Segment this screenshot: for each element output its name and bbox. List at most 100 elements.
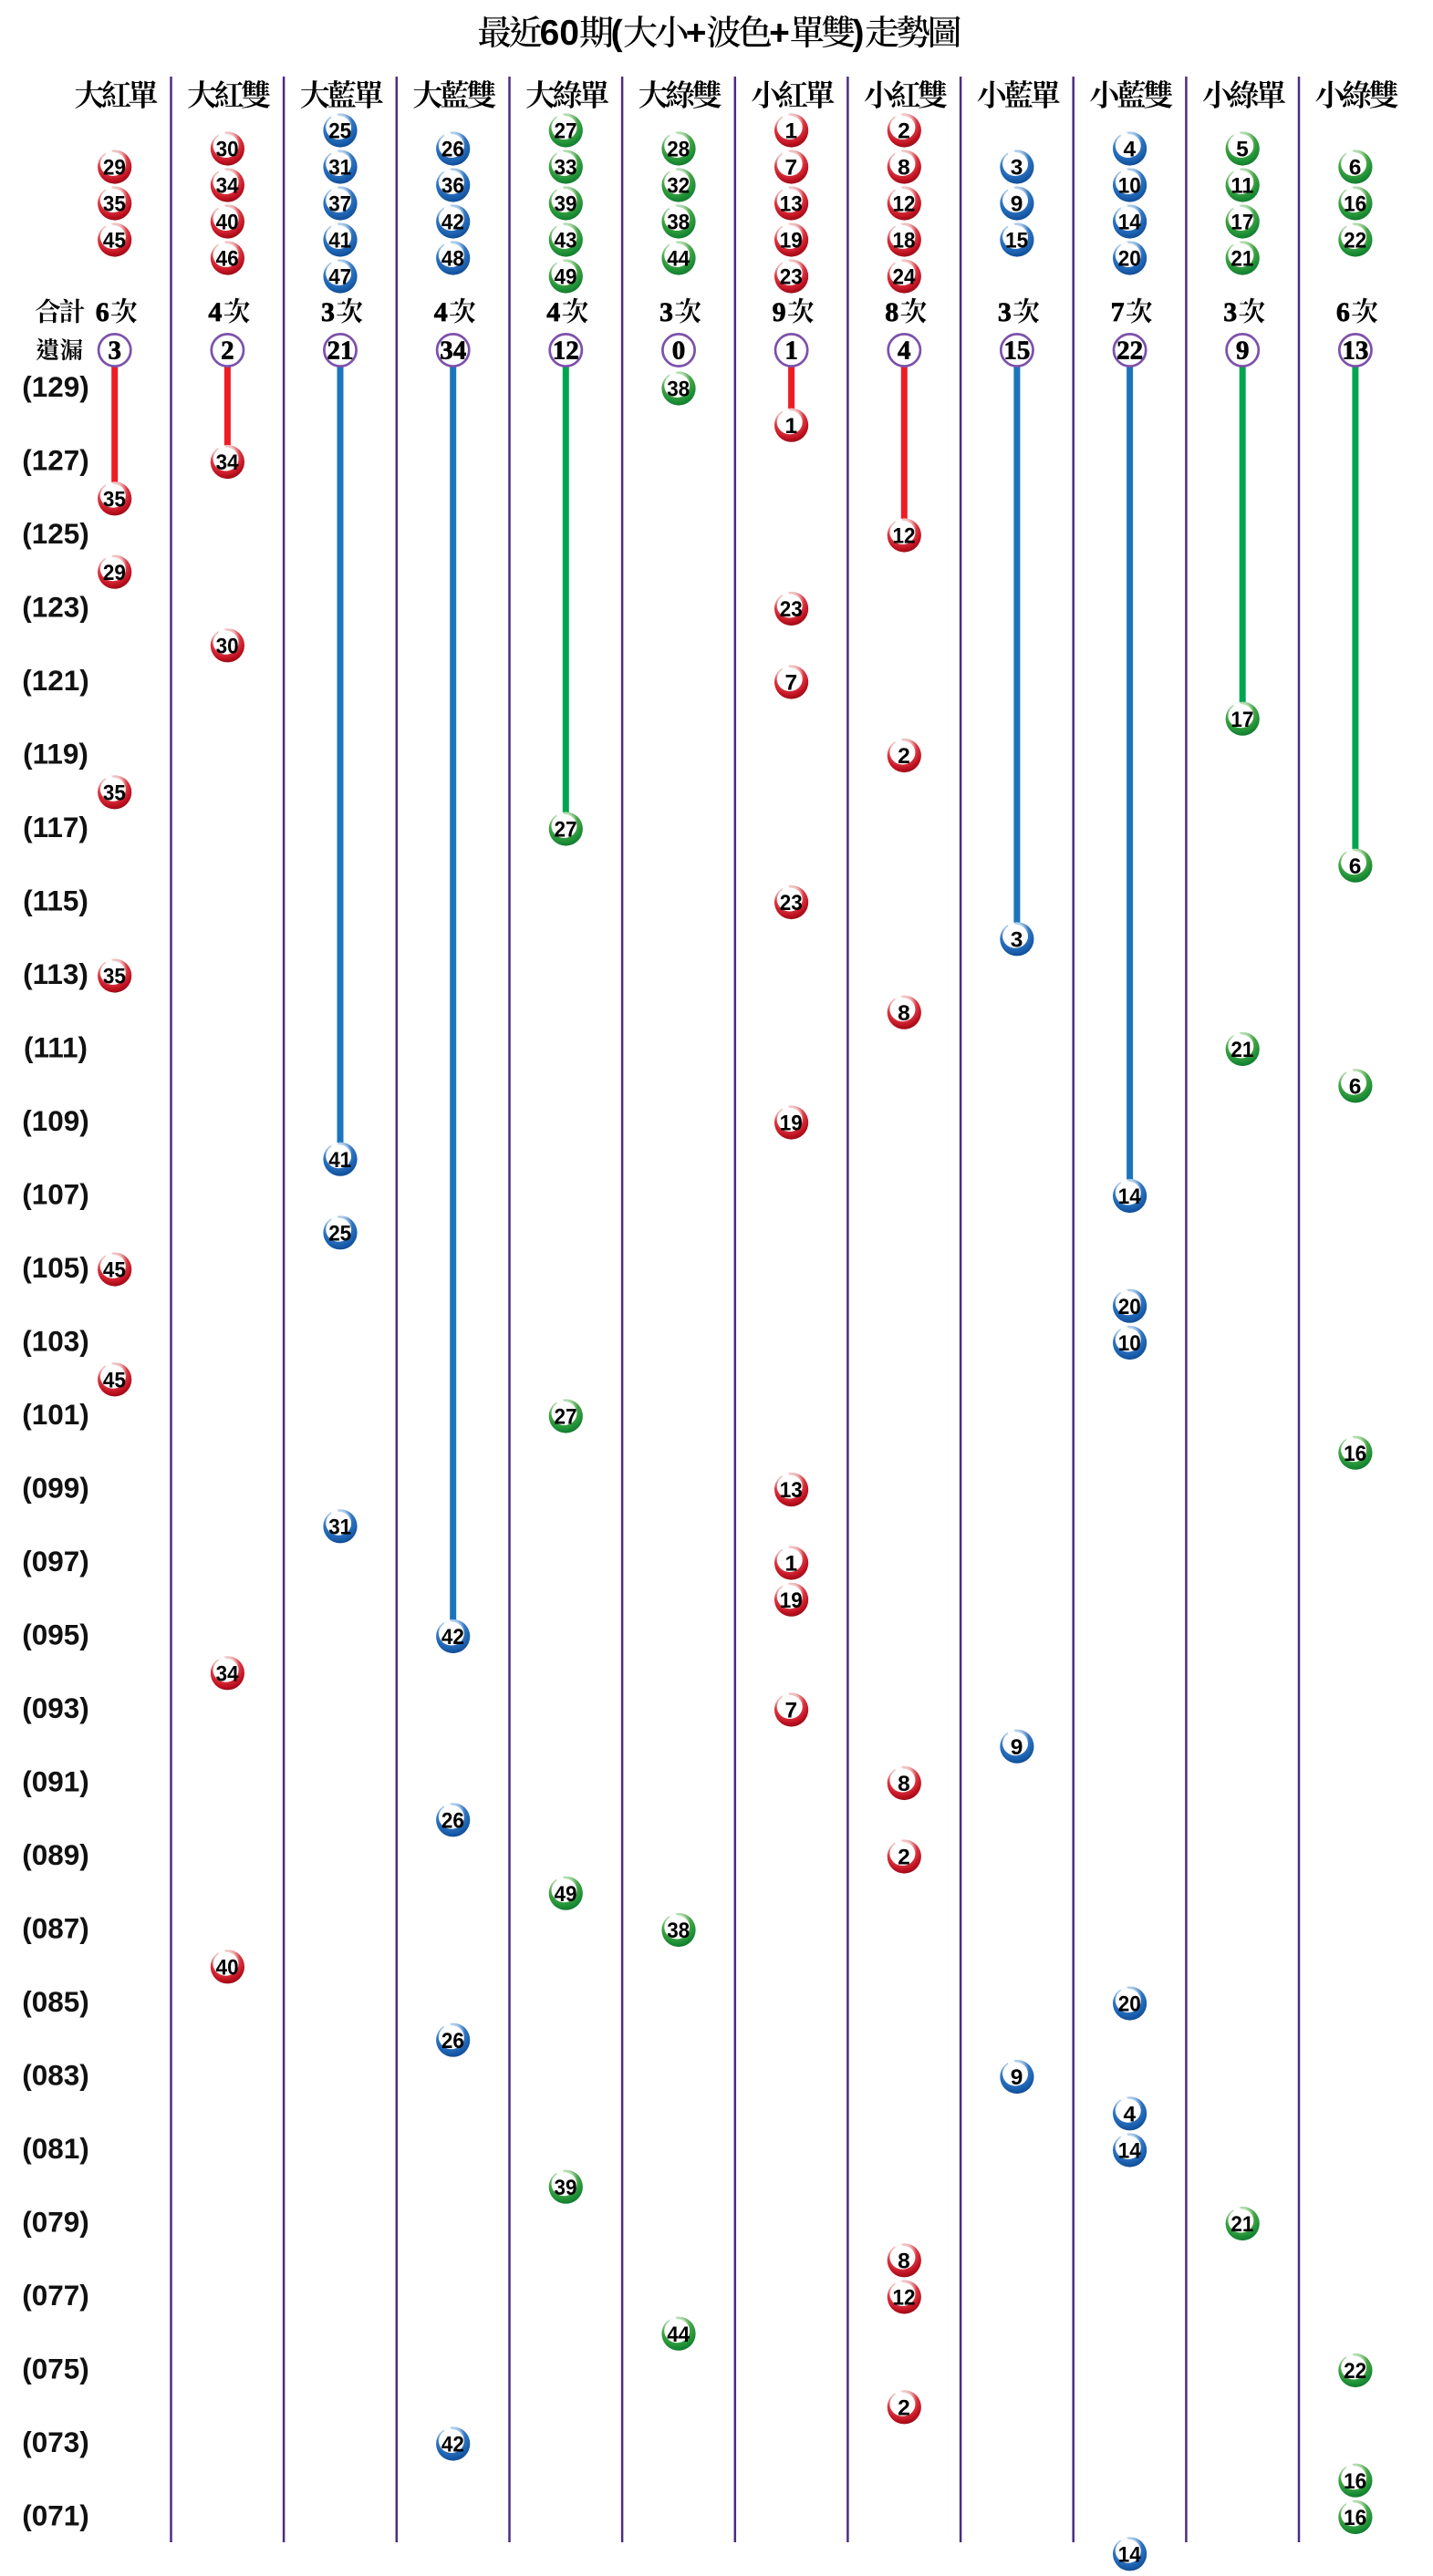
svg-text:24: 24: [893, 265, 916, 290]
svg-text:(119): (119): [23, 737, 88, 770]
svg-text:16: 16: [1344, 2506, 1366, 2530]
svg-text:35: 35: [103, 781, 126, 805]
svg-text:27: 27: [555, 119, 577, 144]
svg-text:35: 35: [103, 192, 126, 217]
svg-text:1: 1: [784, 336, 798, 366]
svg-text:12: 12: [893, 192, 916, 217]
svg-text:15: 15: [1005, 229, 1028, 253]
svg-text:35: 35: [103, 487, 126, 512]
svg-text:7: 7: [784, 156, 797, 181]
svg-text:20: 20: [1118, 247, 1141, 272]
svg-text:(125): (125): [22, 517, 89, 550]
svg-text:14: 14: [1118, 2139, 1141, 2164]
svg-text:14: 14: [1118, 2542, 1141, 2567]
svg-text:13: 13: [780, 192, 803, 217]
svg-text:19: 19: [780, 1588, 803, 1613]
svg-text:21: 21: [1231, 1038, 1253, 1062]
svg-text:5: 5: [1236, 138, 1249, 162]
svg-text:49: 49: [555, 265, 577, 290]
svg-text:39: 39: [555, 192, 577, 217]
svg-text:14: 14: [1118, 211, 1141, 235]
svg-text:(129): (129): [22, 370, 89, 403]
svg-text:7: 7: [784, 1699, 797, 1723]
svg-text:8: 8: [885, 297, 898, 327]
svg-text:7: 7: [784, 671, 797, 696]
svg-text:37: 37: [328, 192, 351, 217]
svg-text:26: 26: [441, 1808, 464, 1833]
svg-text:2: 2: [898, 1846, 910, 1870]
svg-text:27: 27: [555, 1405, 577, 1430]
svg-text:6: 6: [1349, 854, 1362, 879]
svg-text:22: 22: [1116, 336, 1143, 366]
svg-text:9: 9: [1011, 2065, 1023, 2090]
svg-text:42: 42: [441, 2433, 464, 2457]
svg-text:12: 12: [553, 336, 579, 366]
svg-text:28: 28: [667, 138, 690, 162]
svg-text:43: 43: [555, 229, 577, 253]
svg-text:36: 36: [441, 174, 464, 199]
svg-text:(115): (115): [23, 884, 88, 916]
svg-text:10: 10: [1118, 1331, 1141, 1356]
svg-text:41: 41: [328, 229, 351, 253]
svg-text:2: 2: [898, 119, 910, 144]
svg-text:38: 38: [667, 211, 690, 235]
svg-text:(077): (077): [22, 2279, 89, 2312]
svg-text:25: 25: [328, 1221, 351, 1246]
svg-text:30: 30: [216, 138, 239, 162]
svg-text:9: 9: [1011, 192, 1023, 217]
svg-text:13: 13: [780, 1478, 803, 1503]
svg-text:(101): (101): [22, 1398, 89, 1431]
svg-text:2: 2: [221, 336, 234, 366]
svg-text:22: 22: [1344, 229, 1366, 253]
svg-text:4: 4: [208, 297, 222, 327]
svg-text:45: 45: [103, 229, 126, 253]
svg-text:3: 3: [108, 336, 121, 366]
svg-text:4: 4: [898, 336, 911, 366]
svg-text:(113): (113): [23, 957, 88, 990]
svg-text:33: 33: [555, 156, 577, 181]
svg-text:(121): (121): [22, 664, 89, 697]
svg-text:26: 26: [441, 2029, 464, 2054]
svg-text:21: 21: [327, 336, 354, 366]
svg-text:9: 9: [1236, 336, 1250, 366]
svg-text:42: 42: [441, 1625, 464, 1650]
svg-text:1: 1: [784, 1552, 797, 1577]
svg-text:(081): (081): [22, 2132, 89, 2165]
svg-text:45: 45: [103, 1258, 126, 1283]
svg-text:10: 10: [1118, 174, 1141, 199]
svg-text:23: 23: [780, 891, 803, 916]
svg-text:15: 15: [1003, 336, 1030, 366]
svg-text:48: 48: [441, 247, 464, 272]
svg-text:6: 6: [1349, 1074, 1362, 1099]
svg-text:11: 11: [1231, 174, 1253, 199]
svg-text:31: 31: [328, 156, 351, 181]
svg-text:2: 2: [898, 2395, 910, 2420]
svg-text:(073): (073): [22, 2426, 89, 2458]
svg-text:(111): (111): [24, 1030, 88, 1063]
svg-text:45: 45: [103, 1368, 126, 1392]
svg-text:44: 44: [667, 247, 690, 272]
svg-text:20: 20: [1118, 1992, 1141, 2017]
svg-text:3: 3: [1011, 156, 1023, 181]
svg-text:19: 19: [780, 1112, 803, 1136]
svg-text:(075): (075): [22, 2352, 89, 2385]
svg-text:3: 3: [998, 297, 1012, 327]
svg-text:40: 40: [216, 1955, 239, 1980]
svg-text:47: 47: [328, 265, 351, 290]
svg-text:(083): (083): [22, 2058, 89, 2091]
svg-text:4: 4: [434, 297, 448, 327]
svg-text:16: 16: [1344, 192, 1366, 217]
svg-text:20: 20: [1118, 1295, 1141, 1319]
svg-text:8: 8: [898, 1772, 910, 1796]
svg-text:34: 34: [216, 1661, 239, 1686]
svg-text:23: 23: [780, 265, 803, 290]
svg-text:27: 27: [555, 818, 577, 843]
svg-text:21: 21: [1231, 2212, 1253, 2237]
svg-text:42: 42: [441, 211, 464, 235]
svg-text:8: 8: [898, 2249, 910, 2273]
svg-text:3: 3: [321, 297, 335, 327]
svg-text:4: 4: [1123, 138, 1136, 162]
svg-text:34: 34: [216, 450, 239, 475]
svg-text:(127): (127): [22, 443, 89, 476]
svg-text:(087): (087): [22, 1911, 89, 1944]
